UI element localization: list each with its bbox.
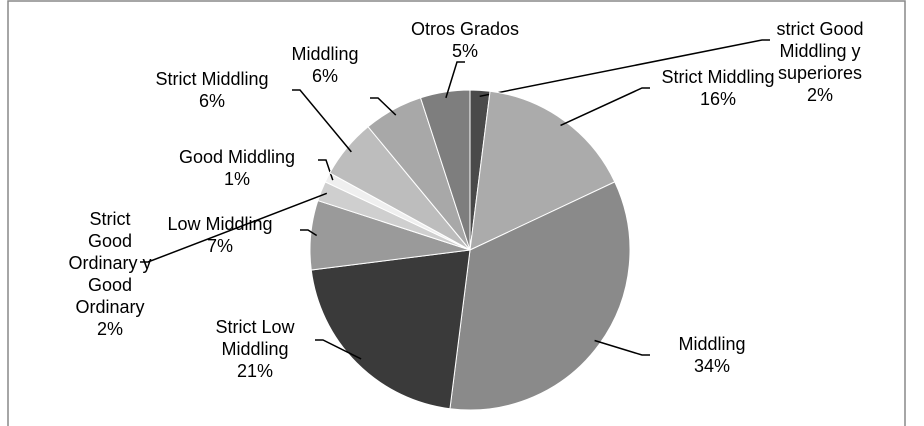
slice-percent: 2%: [806, 85, 833, 105]
data-label: Strict Good Ordinary y Good Ordinary 2%: [65, 208, 155, 340]
slice-percent: 21%: [236, 361, 274, 381]
slice-name: Strict Middling: [661, 67, 775, 87]
slice-name: Strict Middling: [155, 69, 269, 89]
data-label: Good Middling 1%: [152, 146, 322, 190]
leader-line: [445, 61, 465, 99]
leader-line: [594, 339, 650, 356]
slice-percent: 16%: [699, 89, 737, 109]
slice-name: Middling: [291, 44, 359, 64]
leader-line: [292, 89, 352, 153]
slice-percent: 34%: [693, 356, 731, 376]
data-label: Otros Grados 5%: [400, 18, 530, 62]
data-label: Middling 34%: [652, 333, 772, 377]
slice-percent: 6%: [311, 66, 338, 86]
leader-line: [370, 97, 397, 116]
pie-slice: [469, 90, 616, 251]
slice-percent: 6%: [198, 91, 225, 111]
slice-name: Otros Grados: [410, 19, 520, 39]
data-label: Low Middling 7%: [145, 213, 295, 257]
leader-line: [140, 192, 328, 263]
slice-name: Strict Good Ordinary y Good Ordinary: [68, 209, 152, 317]
pie-slice: [419, 89, 471, 251]
slice-percent: 5%: [451, 41, 478, 61]
data-label: Strict Low Middling 21%: [190, 316, 320, 382]
slice-name: Middling: [678, 334, 746, 354]
pie-slice: [449, 181, 631, 411]
slice-percent: 7%: [206, 236, 233, 256]
leader-line: [479, 39, 770, 98]
slice-percent: 2%: [96, 319, 123, 339]
leader-line: [300, 229, 318, 237]
leader-line: [560, 87, 650, 127]
pie-slice: [310, 249, 471, 410]
slice-name: strict Good Middling y superiores: [776, 19, 864, 83]
leader-line: [315, 339, 362, 360]
slice-percent: 1%: [223, 169, 250, 189]
slice-name: Good Middling: [178, 147, 296, 167]
slice-name: Low Middling: [167, 214, 273, 234]
slice-name: Strict Low Middling: [215, 317, 295, 359]
data-label: Strict Middling 16%: [638, 66, 798, 110]
chart-frame: [7, 0, 906, 426]
data-label: Strict Middling 6%: [132, 68, 292, 112]
data-label: strict Good Middling y superiores 2%: [755, 18, 885, 106]
data-label: Middling 6%: [275, 43, 375, 87]
